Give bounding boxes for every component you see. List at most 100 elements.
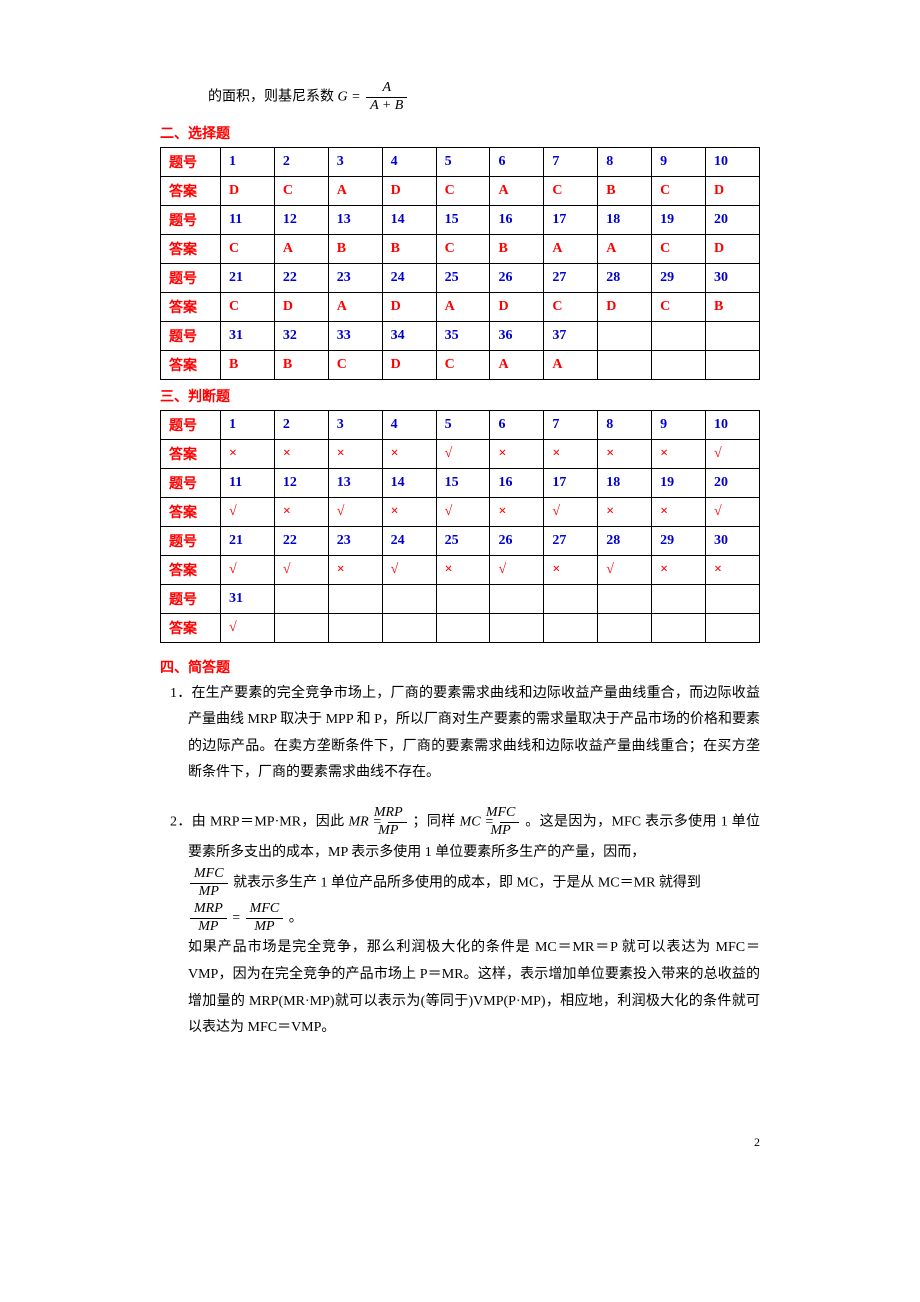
q2: 2．由 MRP＝MP·MR，因此 MR = MRP MP ；同样 MC = MF… <box>160 805 760 1042</box>
page-number: 2 <box>754 1135 760 1150</box>
q-number: 12 <box>274 205 328 234</box>
answer-cell: × <box>382 439 436 468</box>
q-number: 11 <box>221 468 275 497</box>
answer-cell: A <box>544 234 598 263</box>
q2-period: 。 <box>289 910 303 925</box>
answer-cell: D <box>221 176 275 205</box>
top-formula: 的面积，则基尼系数 G = A A + B <box>208 80 760 115</box>
q2-eqline: MRP MP = MFC MP 。 <box>160 901 760 936</box>
answer-cell: √ <box>490 555 544 584</box>
answer-cell: × <box>598 497 652 526</box>
row-label-a: 答案 <box>161 497 221 526</box>
row-label-q: 题号 <box>161 263 221 292</box>
answer-cell: √ <box>598 555 652 584</box>
answer-cell: C <box>652 176 706 205</box>
q-number: 29 <box>652 526 706 555</box>
q-number: 2 <box>274 147 328 176</box>
q-number: 3 <box>328 147 382 176</box>
answer-cell: × <box>274 497 328 526</box>
row-label-a: 答案 <box>161 234 221 263</box>
answer-cell: A <box>544 350 598 379</box>
answer-cell: D <box>706 234 760 263</box>
q-number <box>598 584 652 613</box>
formula-den: A + B <box>366 98 407 115</box>
answer-cell: × <box>652 555 706 584</box>
answer-cell: C <box>544 292 598 321</box>
q-number: 3 <box>328 410 382 439</box>
q-number <box>328 584 382 613</box>
row-label-a: 答案 <box>161 555 221 584</box>
answer-cell: √ <box>706 497 760 526</box>
q-number <box>706 584 760 613</box>
q-number: 31 <box>221 584 275 613</box>
answer-cell: √ <box>436 497 490 526</box>
answer-cell <box>328 613 382 642</box>
q-number: 21 <box>221 263 275 292</box>
q-number: 10 <box>706 410 760 439</box>
answer-cell: × <box>652 497 706 526</box>
answer-cell: A <box>328 292 382 321</box>
answer-cell: A <box>328 176 382 205</box>
q1-text: 1．在生产要素的完全竞争市场上，厂商的要素需求曲线和边际收益产量曲线重合，而边际… <box>160 681 760 787</box>
q2-mr-frac: MRP MP <box>388 805 407 840</box>
q2-eq-right: MFC MP <box>246 901 284 936</box>
answer-cell <box>274 613 328 642</box>
q-number: 1 <box>221 410 275 439</box>
answer-cell: B <box>328 234 382 263</box>
row-label-a: 答案 <box>161 613 221 642</box>
q-number: 37 <box>544 321 598 350</box>
q-number: 35 <box>436 321 490 350</box>
q-number: 2 <box>274 410 328 439</box>
q-number: 28 <box>598 263 652 292</box>
answer-cell <box>490 613 544 642</box>
q-number: 13 <box>328 468 382 497</box>
answer-cell: √ <box>274 555 328 584</box>
q2-mfc-den: MP <box>190 884 228 901</box>
row-label-q: 题号 <box>161 205 221 234</box>
answer-cell: B <box>221 350 275 379</box>
answer-cell: C <box>544 176 598 205</box>
answer-cell: A <box>490 350 544 379</box>
q-number <box>544 584 598 613</box>
q-number: 14 <box>382 468 436 497</box>
q-number: 31 <box>221 321 275 350</box>
answer-cell: × <box>221 439 275 468</box>
answer-cell: A <box>436 292 490 321</box>
q-number: 18 <box>598 205 652 234</box>
answer-cell: D <box>382 350 436 379</box>
formula-left: G = <box>338 90 361 105</box>
answer-cell <box>706 613 760 642</box>
q-number <box>706 321 760 350</box>
row-label-q: 题号 <box>161 584 221 613</box>
q-number: 29 <box>652 263 706 292</box>
answer-cell: D <box>490 292 544 321</box>
q-number: 21 <box>221 526 275 555</box>
answer-cell: A <box>490 176 544 205</box>
answer-cell: C <box>436 350 490 379</box>
row-label-a: 答案 <box>161 439 221 468</box>
q-number: 13 <box>328 205 382 234</box>
q2-mc-frac: MFC MP <box>500 805 520 840</box>
q-number: 19 <box>652 205 706 234</box>
q-number: 25 <box>436 526 490 555</box>
q-number: 28 <box>598 526 652 555</box>
q-number: 15 <box>436 205 490 234</box>
q-number: 26 <box>490 526 544 555</box>
answer-cell: √ <box>221 555 275 584</box>
q-number: 16 <box>490 468 544 497</box>
answer-cell: √ <box>544 497 598 526</box>
answer-cell <box>382 613 436 642</box>
answer-cell: A <box>598 234 652 263</box>
q-number: 20 <box>706 205 760 234</box>
answer-cell: × <box>436 555 490 584</box>
q2-mr-den: MP <box>388 823 407 840</box>
q-number: 24 <box>382 263 436 292</box>
answer-cell: C <box>221 292 275 321</box>
q-number: 33 <box>328 321 382 350</box>
q-number: 12 <box>274 468 328 497</box>
answer-cell <box>652 613 706 642</box>
answer-cell: C <box>436 234 490 263</box>
q2-eq-lnum: MRP <box>190 901 227 919</box>
q-number: 23 <box>328 263 382 292</box>
q2-line2b: 就表示多生产 1 单位产品所多使用的成本，即 MC，于是从 MC＝MR 就得到 <box>233 876 701 891</box>
